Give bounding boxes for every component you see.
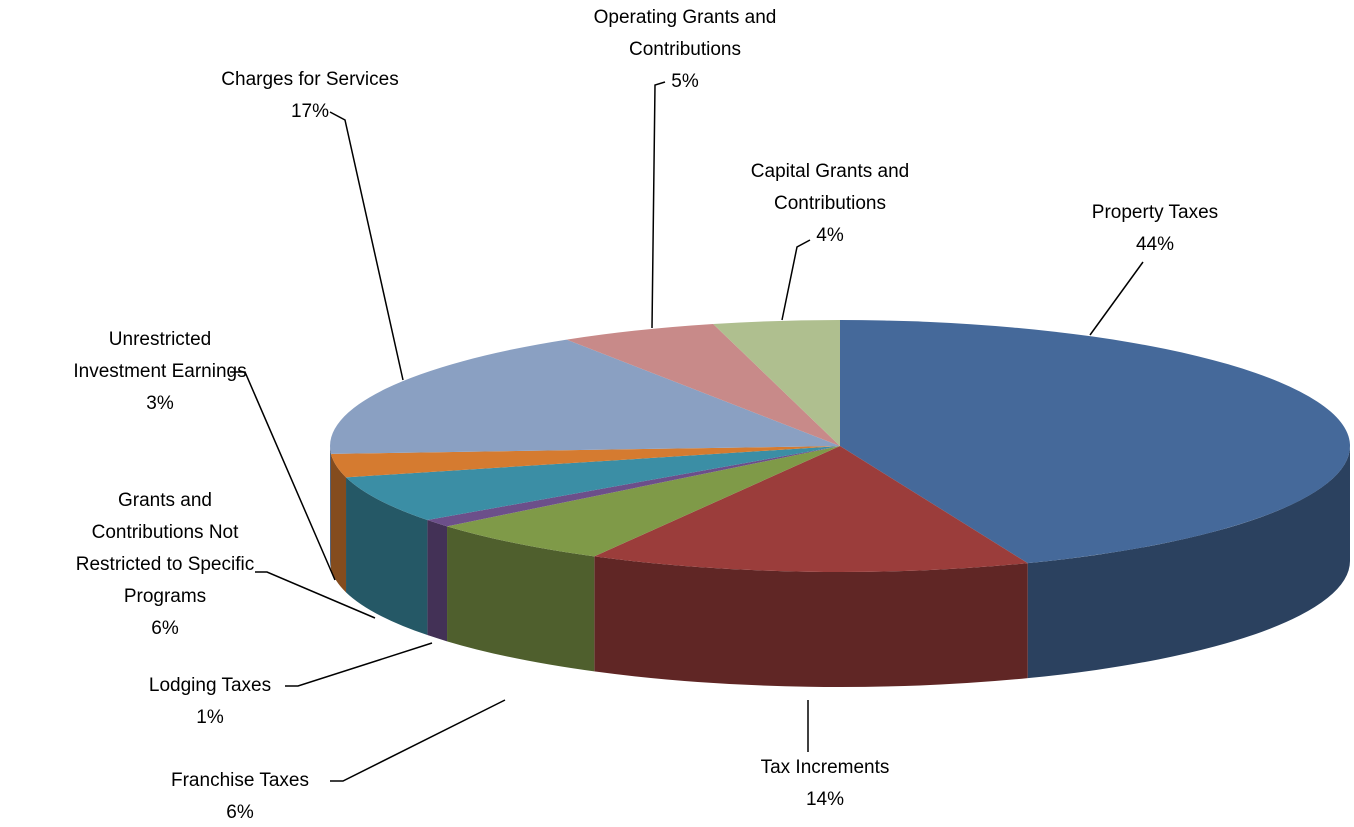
slice-side: [447, 526, 595, 672]
slice-value-label: 5%: [671, 71, 699, 92]
slice-label: Operating Grants and Contributions: [593, 7, 777, 60]
slice-label: Franchise Taxes: [171, 770, 309, 791]
slice-label: Property Taxes: [1091, 202, 1219, 223]
slice: [427, 446, 840, 527]
slice-side: [594, 556, 1028, 687]
slice: [713, 320, 840, 446]
leader-line: [651, 81, 666, 329]
slice: [331, 446, 840, 478]
slice-value-label: 4%: [816, 225, 844, 246]
slice-label: Unrestricted Investment Earnings: [73, 329, 247, 382]
leader-line: [1089, 261, 1144, 336]
slice-value-label: 1%: [196, 707, 224, 728]
leader-line: [329, 111, 404, 381]
slice-value-label: 6%: [151, 618, 179, 639]
slice-label: Grants and Contributions Not Restricted …: [75, 490, 255, 607]
slice: [566, 323, 840, 446]
leader-line: [285, 642, 433, 687]
slice: [447, 446, 840, 557]
leader-line: [255, 571, 376, 619]
leader-line: [230, 371, 336, 581]
slice: [346, 446, 840, 521]
slice-side: [330, 446, 332, 569]
slice-label: Lodging Taxes: [148, 675, 272, 696]
slice-value-label: 6%: [226, 802, 254, 823]
leader-line: [330, 699, 506, 782]
slice: [840, 320, 1351, 564]
slice-side: [331, 453, 347, 593]
slice-value-label: 14%: [805, 789, 845, 810]
slice-value-label: 3%: [146, 393, 174, 414]
slice-label: Charges for Services: [221, 69, 399, 90]
slice-label: Capital Grants and Contributions: [750, 161, 910, 214]
slice-label: Tax Increments: [760, 757, 890, 778]
leader-line: [781, 239, 811, 321]
slice-value-label: 17%: [290, 101, 330, 122]
slice-side: [346, 477, 428, 636]
slice-value-label: 44%: [1135, 234, 1175, 255]
slice-side: [1027, 446, 1351, 679]
slice-side: [427, 520, 448, 642]
slice: [330, 339, 840, 454]
slice: [594, 446, 1028, 572]
